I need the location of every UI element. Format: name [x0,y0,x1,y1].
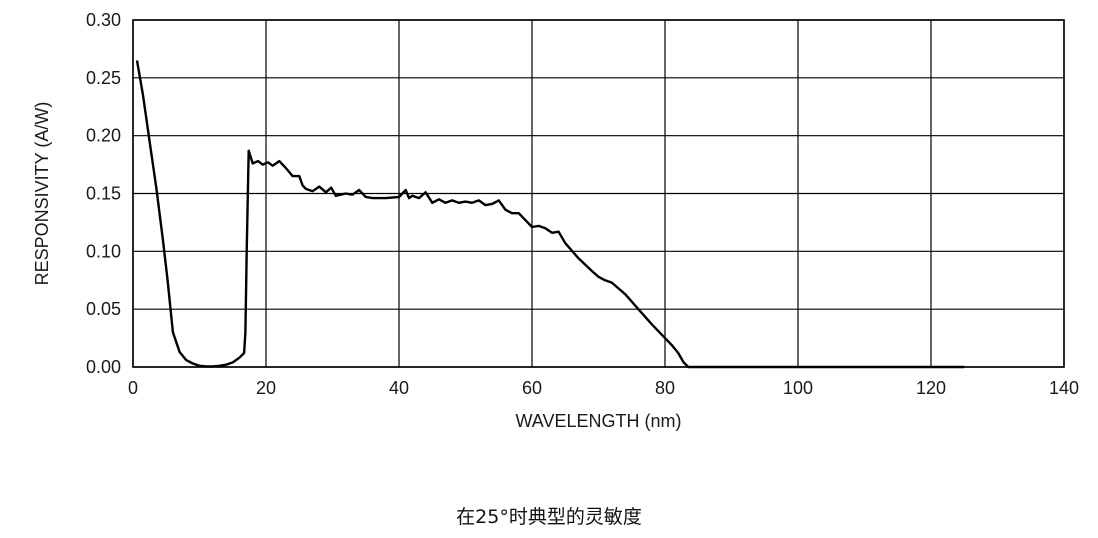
y-tick-label: 0.20 [86,126,121,146]
x-tick-label: 20 [256,378,276,398]
responsivity-series-line [135,60,965,369]
y-tick-label: 0.00 [86,357,121,377]
y-axis-label: RESPONSIVITY (A/W) [32,102,52,286]
x-axis-label: WAVELENGTH (nm) [515,411,681,431]
x-tick-label: 100 [783,378,813,398]
chart-caption: 在25°时典型的灵敏度 [456,506,642,528]
x-tick-label: 140 [1049,378,1079,398]
x-tick-label: 80 [655,378,675,398]
x-tick-label: 60 [522,378,542,398]
y-tick-label: 0.30 [86,10,121,30]
y-tick-label: 0.15 [86,184,121,204]
y-tick-label: 0.10 [86,241,121,261]
grid-lines [132,19,1065,368]
y-tick-label: 0.05 [86,299,121,319]
x-tick-label: 120 [916,378,946,398]
x-tick-label: 40 [389,378,409,398]
plot-frame [132,19,1065,368]
y-tick-label: 0.25 [86,68,121,88]
x-tick-labels: 0 20 40 60 80 100 120 140 [128,378,1079,398]
series-layer [135,60,965,369]
y-tick-labels: 0.00 0.05 0.10 0.15 0.20 0.25 0.30 [86,10,121,377]
x-tick-label: 0 [128,378,138,398]
